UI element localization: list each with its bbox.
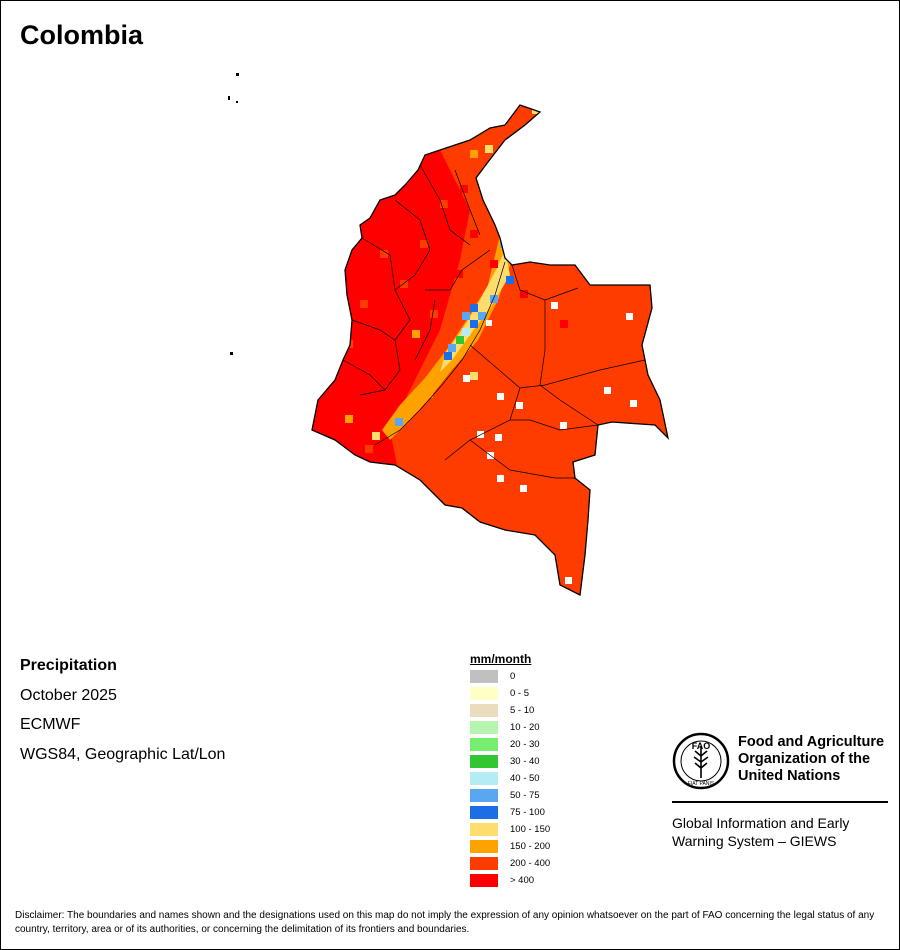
legend-swatch bbox=[470, 687, 498, 700]
legend-item: 100 - 150 bbox=[470, 821, 550, 838]
legend-item: 40 - 50 bbox=[470, 770, 550, 787]
legend-swatch bbox=[470, 840, 498, 853]
map-title: Colombia bbox=[20, 20, 144, 50]
legend-item: 30 - 40 bbox=[470, 753, 550, 770]
legend-range-label: 5 - 10 bbox=[510, 705, 535, 716]
legend-item: 150 - 200 bbox=[470, 838, 550, 855]
legend-range-label: 150 - 200 bbox=[510, 841, 551, 852]
precipitation-map bbox=[228, 73, 669, 596]
legend-range-label: 50 - 75 bbox=[510, 790, 540, 801]
fao-logo: FAO FIAT PANIS bbox=[672, 732, 730, 790]
svg-text:FIAT PANIS: FIAT PANIS bbox=[688, 781, 715, 787]
legend-range-label: 100 - 150 bbox=[510, 824, 551, 835]
legend-swatch bbox=[470, 721, 498, 734]
legend-range-label: 20 - 30 bbox=[510, 739, 540, 750]
legend-range-label: 75 - 100 bbox=[510, 807, 545, 818]
legend-swatch bbox=[470, 857, 498, 870]
legend-item: 50 - 75 bbox=[470, 787, 550, 804]
legend-range-label: 0 bbox=[510, 671, 516, 682]
fao-organization-name: Food and Agriculture Organization of the… bbox=[738, 734, 885, 784]
legend-swatch bbox=[470, 806, 498, 819]
legend-range-label: 30 - 40 bbox=[510, 756, 540, 767]
legend-item: 5 - 10 bbox=[470, 702, 550, 719]
legend-item: 10 - 20 bbox=[470, 719, 550, 736]
disclaimer: Disclaimer: The boundaries and names sho… bbox=[15, 910, 875, 935]
map-info: Precipitation October 2025 ECMWF WGS84, … bbox=[20, 656, 225, 774]
svg-text:FAO: FAO bbox=[692, 741, 711, 751]
variable-label: Precipitation bbox=[20, 657, 117, 674]
giews-name: Global Information and Early Warning Sys… bbox=[672, 815, 850, 849]
legend-title: mm/month bbox=[470, 652, 532, 666]
fao-divider bbox=[672, 801, 888, 803]
legend-item: 0 - 5 bbox=[470, 685, 550, 702]
legend-item: 20 - 30 bbox=[470, 736, 550, 753]
legend-swatch bbox=[470, 789, 498, 802]
legend-range-label: 10 - 20 bbox=[510, 722, 540, 733]
legend-range-label: > 400 bbox=[510, 875, 535, 886]
legend-range-label: 40 - 50 bbox=[510, 773, 540, 784]
legend-swatch bbox=[470, 823, 498, 836]
legend-range-label: 200 - 400 bbox=[510, 858, 551, 869]
source-label: ECMWF bbox=[20, 716, 81, 733]
legend-item: 200 - 400 bbox=[470, 855, 550, 872]
islands bbox=[228, 73, 239, 355]
projection-label: WGS84, Geographic Lat/Lon bbox=[20, 745, 226, 763]
legend-swatch bbox=[470, 704, 498, 717]
legend-item: 0 bbox=[470, 668, 550, 685]
legend-swatch bbox=[470, 755, 498, 768]
legend-swatch bbox=[470, 670, 498, 683]
legend-item: > 400 bbox=[470, 872, 550, 889]
department-boundaries bbox=[342, 164, 646, 479]
legend-range-label: 0 - 5 bbox=[510, 688, 530, 699]
period-label: October 2025 bbox=[20, 686, 117, 704]
legend-swatch bbox=[470, 738, 498, 751]
legend-item: 75 - 100 bbox=[470, 804, 550, 821]
legend-swatch bbox=[470, 772, 498, 785]
legend-swatch bbox=[470, 874, 498, 887]
legend: mm/month 0 0 - 5 5 - 10 10 - 20 20 - 30 30 - … bbox=[470, 652, 550, 889]
